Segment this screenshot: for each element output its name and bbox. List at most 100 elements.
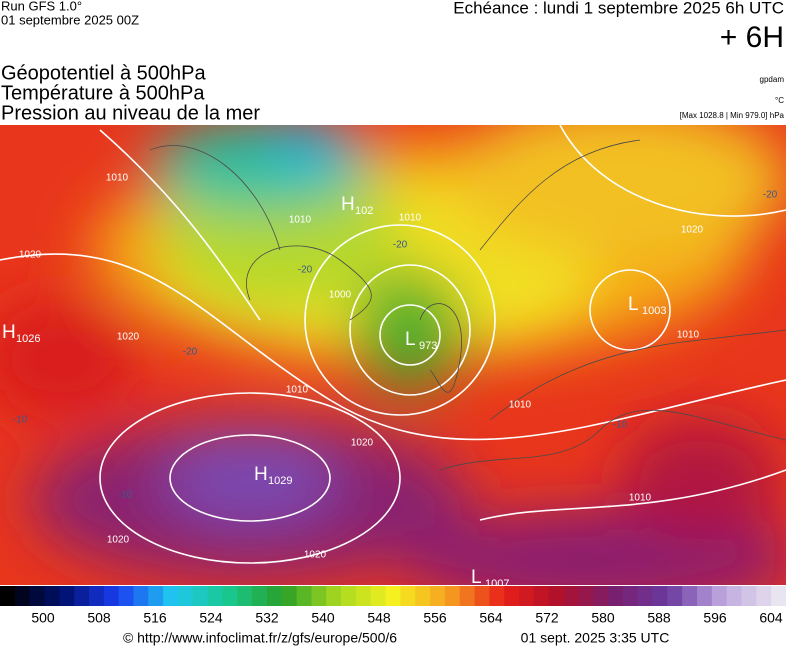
colorbar-label: 500 [31,610,55,626]
colorbar-swatch [682,586,698,606]
colorbar-swatch [756,586,772,606]
isobar-label: 1010 [677,330,700,341]
temperature-label: -20 [298,265,313,276]
map [0,125,786,585]
colorbar-swatch [281,586,298,606]
colorbar-swatch [622,586,639,606]
isobar-label: 1020 [681,225,704,236]
unit-label: gpdam [760,75,785,84]
source-url: © http://www.infoclimat.fr/z/gfs/europe/… [123,630,397,646]
pressure-center-value: 973 [419,340,437,352]
temperature-label: -20 [393,240,408,251]
colorbar-label: 524 [199,610,223,626]
unit-label: °C [775,96,784,105]
colorbar-swatch [88,586,105,606]
colorbar-swatch [29,586,45,606]
pressure-center-value: 1003 [642,305,666,317]
temperature-label: -20 [763,190,778,201]
colorbar-label: 516 [143,610,167,626]
colorbar-swatch [741,586,757,606]
colorbar-swatch [533,586,550,606]
temperature-label: -10 [118,490,133,501]
colorbar-swatch [237,586,253,606]
colorbar-swatch [474,586,490,606]
colorbar-swatch [222,586,238,606]
colorbar: 500 508 516 524 532 540 548 556 564 572 580 588 596 6… [0,586,786,626]
colorbar-swatch [266,586,283,606]
colorbar-swatch [74,586,90,606]
isobar-label: 1020 [107,535,130,546]
colorbar-swatch [192,586,209,606]
colorbar-swatch [0,586,16,606]
colorbar-label: 588 [647,610,671,626]
temperature-label: -10 [13,415,28,426]
pressure-center-letter: H [341,194,355,215]
unit-label: [Max 1028.8 | Min 979.0] hPa [680,111,785,120]
pressure-center-value: 1029 [268,475,292,487]
generated-time: 01 sept. 2025 3:35 UTC [521,630,670,646]
isobar-label: 1020 [304,550,327,561]
colorbar-swatch [637,586,654,606]
pressure-center-value: 1026 [16,333,40,345]
isobar-label: 1020 [117,332,140,343]
colorbar-swatch [148,586,164,606]
isobar-label: 1010 [399,213,422,224]
field-title: Géopotentiel à 500hPa [1,62,206,84]
colorbar-swatch [697,586,713,606]
colorbar-label: 532 [255,610,279,626]
field-title: Pression au niveau de la mer [1,102,260,124]
pressure-center-value: 102 [355,205,373,217]
colorbar-swatch [59,586,75,606]
pressure-center-letter: L [628,294,639,315]
colorbar-swatch [163,586,179,606]
colorbar-label: 564 [479,610,503,626]
run-date: 01 septembre 2025 00Z [1,12,139,27]
isobar-label: 1010 [629,493,652,504]
pressure-center-letter: L [471,567,482,588]
colorbar-swatch [177,586,194,606]
valid-time: Echéance : lundi 1 septembre 2025 6h UTC [453,0,784,17]
temperature-label: -10 [613,420,628,431]
colorbar-label: 508 [87,610,111,626]
isobar-label: 1000 [329,290,352,301]
colorbar-label: 572 [535,610,559,626]
colorbar-swatch [489,586,505,606]
colorbar-swatch [415,586,431,606]
colorbar-swatch [400,586,416,606]
pressure-center-letter: L [405,329,416,350]
colorbar-swatch [385,586,401,606]
colorbar-swatch [430,586,446,606]
colorbar-label: 604 [759,610,783,626]
run-label: Run GFS 1.0° [1,0,82,13]
colorbar-swatch [44,586,60,606]
colorbar-swatch [296,586,312,606]
colorbar-swatch [771,586,786,606]
colorbar-swatch [608,586,624,606]
colorbar-swatch [252,586,268,606]
colorbar-swatch [667,586,683,606]
colorbar-label: 556 [423,610,447,626]
colorbar-swatch [548,586,565,606]
lead-time: + 6H [720,21,784,54]
pressure-center-letter: H [2,322,16,343]
colorbar-swatch [593,586,609,606]
colorbar-label: 540 [311,610,335,626]
colorbar-swatch [652,586,668,606]
colorbar-swatch [133,586,149,606]
temperature-label: -20 [183,347,198,358]
colorbar-swatch [519,586,535,606]
colorbar-swatch [14,586,31,606]
colorbar-swatch [444,586,461,606]
pressure-center-letter: H [254,464,268,485]
colorbar-label: 580 [591,610,615,626]
isobar-label: 1010 [509,400,532,411]
field-title: Température à 500hPa [1,82,205,104]
colorbar-swatch [103,586,120,606]
colorbar-swatch [726,586,743,606]
colorbar-swatch [118,586,134,606]
colorbar-swatch [207,586,223,606]
colorbar-swatch [341,586,357,606]
isobar-label: 1010 [289,215,312,226]
